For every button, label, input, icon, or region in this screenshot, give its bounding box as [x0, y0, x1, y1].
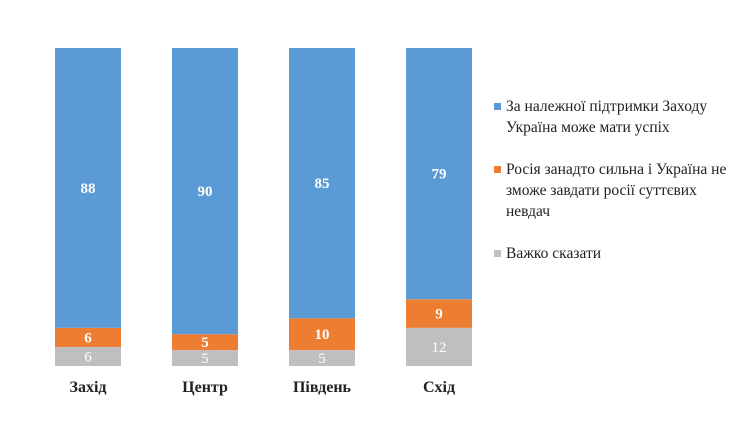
bar-segment-1-2 [289, 318, 355, 351]
bar-segment-0-2 [289, 350, 355, 366]
legend-swatch [494, 250, 501, 257]
x-tick-label: Схід [423, 379, 455, 396]
bar-segment-2-0 [55, 48, 121, 328]
x-tick-label: Захід [70, 379, 107, 396]
data-label-1-3: 9 [435, 307, 443, 323]
data-label-0-2: 5 [318, 351, 326, 367]
data-label-1-2: 10 [315, 327, 330, 343]
bar-segment-2-2 [289, 48, 355, 319]
data-label-0-3: 12 [432, 340, 447, 356]
data-label-2-1: 90 [198, 184, 213, 200]
x-tick-label: Південь [293, 379, 352, 396]
bar-segment-2-1 [172, 48, 238, 335]
bar-segment-0-3 [406, 327, 472, 366]
legend-item: За належної підтримки Заходу Україна мож… [494, 96, 734, 138]
legend: За належної підтримки Заходу Україна мож… [494, 96, 734, 285]
bar-segment-1-0 [55, 327, 121, 347]
legend-swatch [494, 166, 501, 173]
legend-label: За належної підтримки Заходу Україна мож… [506, 98, 708, 136]
legend-item: Важко сказати [494, 243, 734, 264]
data-label-1-1: 5 [201, 335, 209, 351]
legend-item: Росія занадто сильна і Україна не зможе … [494, 159, 734, 222]
bar-segment-1-3 [406, 299, 472, 328]
data-label-2-0: 88 [81, 181, 96, 197]
x-axis-labels: Захід Центр Південь Схід [70, 379, 456, 396]
data-label-2-3: 79 [432, 167, 447, 183]
bar-segment-0-1 [172, 350, 238, 366]
bar-segment-2-3 [406, 48, 472, 300]
bar-segment-0-0 [55, 346, 121, 366]
legend-label: Росія занадто сильна і Україна не зможе … [506, 161, 727, 220]
bar-segment-1-1 [172, 334, 238, 351]
data-label-2-2: 85 [315, 176, 330, 192]
data-label-0-1: 5 [201, 351, 209, 367]
legend-label: Важко сказати [506, 245, 602, 262]
x-tick-label: Центр [182, 379, 228, 396]
legend-swatch [494, 103, 501, 110]
data-label-1-0: 6 [84, 330, 92, 346]
data-label-0-0: 6 [84, 349, 92, 365]
